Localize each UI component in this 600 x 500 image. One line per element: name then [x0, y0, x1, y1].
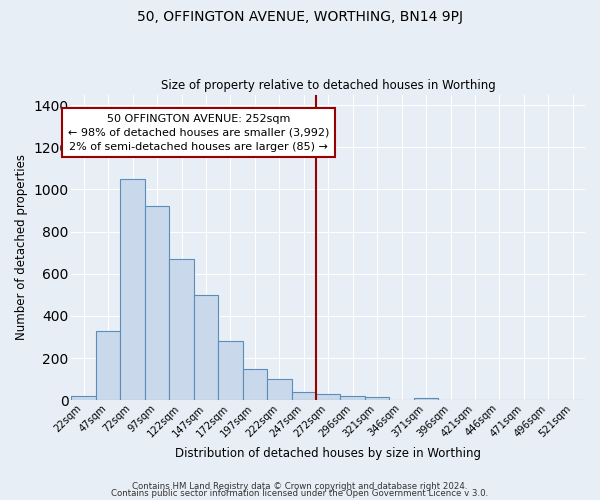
Text: Contains HM Land Registry data © Crown copyright and database right 2024.: Contains HM Land Registry data © Crown c…	[132, 482, 468, 491]
Bar	[96, 330, 121, 400]
Bar	[194, 295, 218, 401]
Bar	[365, 397, 389, 400]
Bar	[218, 341, 242, 400]
Bar	[316, 394, 340, 400]
Bar	[121, 179, 145, 400]
Text: 50, OFFINGTON AVENUE, WORTHING, BN14 9PJ: 50, OFFINGTON AVENUE, WORTHING, BN14 9PJ	[137, 10, 463, 24]
Title: Size of property relative to detached houses in Worthing: Size of property relative to detached ho…	[161, 79, 496, 92]
Bar	[145, 206, 169, 400]
X-axis label: Distribution of detached houses by size in Worthing: Distribution of detached houses by size …	[175, 447, 481, 460]
Bar	[267, 379, 292, 400]
Bar	[242, 368, 267, 400]
Bar	[414, 398, 438, 400]
Text: Contains public sector information licensed under the Open Government Licence v : Contains public sector information licen…	[112, 488, 488, 498]
Text: 50 OFFINGTON AVENUE: 252sqm
← 98% of detached houses are smaller (3,992)
2% of s: 50 OFFINGTON AVENUE: 252sqm ← 98% of det…	[68, 114, 329, 152]
Bar	[71, 396, 96, 400]
Bar	[292, 392, 316, 400]
Bar	[169, 259, 194, 400]
Y-axis label: Number of detached properties: Number of detached properties	[15, 154, 28, 340]
Bar	[340, 396, 365, 400]
